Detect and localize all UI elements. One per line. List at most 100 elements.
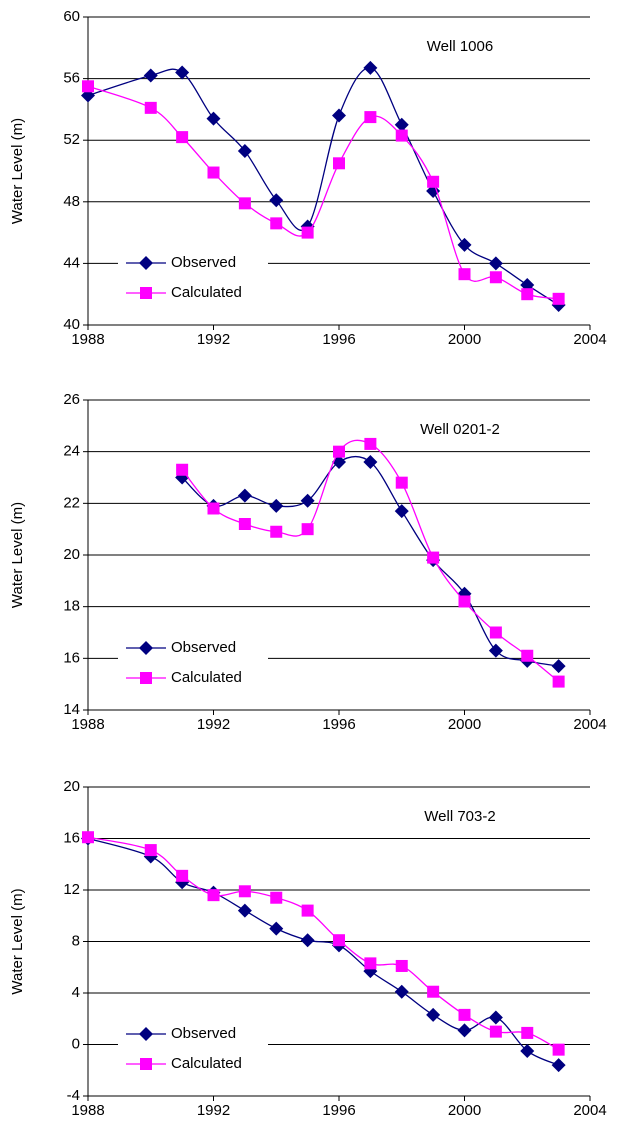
marker [301, 904, 314, 917]
marker [270, 217, 283, 230]
marker [458, 268, 471, 281]
marker [427, 551, 440, 564]
marker [237, 903, 252, 918]
marker [139, 1027, 153, 1041]
x-tick-label: 1996 [322, 331, 355, 348]
marker [488, 256, 503, 271]
marker [176, 869, 189, 882]
marker [139, 641, 153, 655]
marker [394, 504, 409, 519]
y-tick-label: 60 [63, 8, 80, 25]
marker [333, 445, 345, 458]
x-tick-label: 2004 [573, 716, 606, 733]
x-tick-label: 1992 [197, 1102, 230, 1119]
marker [458, 595, 471, 608]
y-tick-label: 8 [72, 932, 80, 949]
marker [270, 891, 283, 904]
marker [238, 197, 251, 210]
marker [143, 68, 158, 83]
marker [206, 111, 221, 126]
marker [237, 143, 252, 158]
marker [333, 157, 345, 170]
x-tick-label: 2000 [448, 1102, 481, 1119]
legend-label: Calculated [171, 284, 242, 301]
marker [301, 523, 314, 536]
y-tick-label: 16 [63, 649, 80, 666]
y-tick-label: 52 [63, 131, 80, 148]
marker [270, 525, 283, 538]
legend-label: Calculated [171, 1055, 242, 1072]
marker [521, 1026, 534, 1039]
marker [489, 1025, 502, 1038]
legend-box [118, 1019, 268, 1081]
y-tick-label: 26 [63, 391, 80, 408]
marker [176, 131, 189, 144]
legend-label: Observed [171, 254, 236, 271]
marker [207, 502, 220, 515]
y-tick-label: 4 [72, 984, 80, 1001]
well-label: Well 703-2 [424, 808, 495, 825]
marker [333, 934, 345, 947]
y-tick-label: 20 [63, 778, 80, 795]
y-tick-label: 12 [63, 881, 80, 898]
marker [458, 1008, 471, 1021]
x-tick-label: 1988 [71, 331, 104, 348]
marker [552, 1043, 565, 1056]
marker [489, 271, 502, 284]
marker [551, 659, 566, 674]
y-tick-label: 14 [63, 701, 80, 718]
y-tick-label: 22 [63, 494, 80, 511]
y-tick-label: 0 [72, 1035, 80, 1052]
well-label: Well 0201-2 [420, 421, 500, 438]
y-tick-label: -4 [67, 1087, 80, 1104]
marker [521, 288, 534, 301]
x-tick-label: 2004 [573, 1102, 606, 1119]
x-tick-label: 1988 [71, 716, 104, 733]
y-tick-label: 40 [63, 316, 80, 333]
legend-label: Observed [171, 1025, 236, 1042]
marker [144, 101, 157, 114]
x-tick-label: 1992 [197, 716, 230, 733]
legend-box [118, 633, 268, 695]
marker [363, 60, 378, 75]
marker [237, 488, 252, 503]
well-label: Well 1006 [427, 38, 493, 55]
marker [207, 889, 220, 902]
marker [139, 256, 153, 270]
marker [140, 672, 152, 684]
marker [520, 1043, 535, 1058]
x-tick-label: 1996 [322, 716, 355, 733]
marker [364, 111, 377, 124]
marker [269, 193, 284, 208]
y-tick-label: 20 [63, 546, 80, 563]
marker [140, 287, 152, 299]
marker [300, 493, 315, 508]
marker [395, 129, 408, 142]
x-tick-label: 1992 [197, 331, 230, 348]
y-tick-label: 44 [63, 254, 80, 271]
y-axis-label: Water Level (m) [9, 888, 26, 994]
marker [521, 649, 534, 662]
marker [364, 437, 377, 450]
y-tick-label: 56 [63, 70, 80, 87]
x-tick-label: 2000 [448, 331, 481, 348]
marker [394, 984, 409, 999]
marker [82, 80, 94, 93]
marker [175, 65, 190, 80]
legend-label: Observed [171, 639, 236, 656]
x-tick-label: 1996 [322, 1102, 355, 1119]
legend-label: Calculated [171, 669, 242, 686]
marker [426, 1007, 441, 1022]
x-tick-label: 1988 [71, 1102, 104, 1119]
marker [140, 1058, 152, 1070]
y-tick-label: 24 [63, 443, 80, 460]
marker [269, 921, 284, 936]
marker [427, 175, 440, 188]
y-tick-label: 16 [63, 829, 80, 846]
marker [364, 957, 377, 970]
marker [207, 166, 220, 179]
marker [552, 675, 565, 688]
marker [457, 1023, 472, 1038]
marker [238, 885, 251, 898]
